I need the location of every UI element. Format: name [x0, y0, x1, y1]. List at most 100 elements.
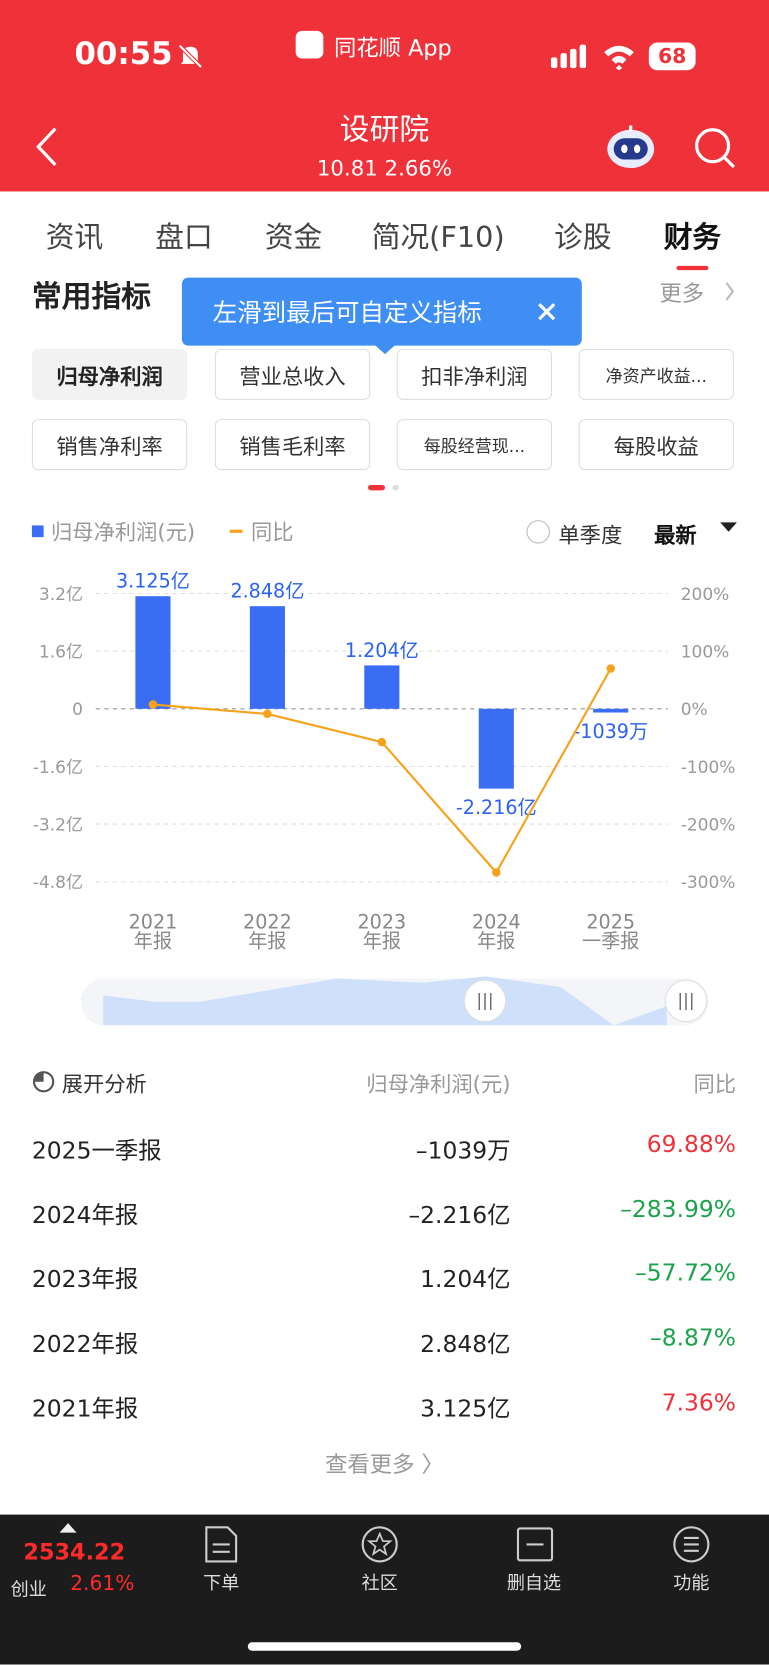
- page-dot-active: [368, 485, 386, 491]
- profit: –2.216亿: [408, 1202, 511, 1230]
- tooltip-close[interactable]: [536, 301, 557, 322]
- bottom-bar: [0, 1514, 769, 1665]
- pie-icon: [32, 1071, 55, 1093]
- table-header[interactable]: 展开分析: [61, 1071, 147, 1097]
- bar: [249, 606, 285, 709]
- tooltip-arrow: [374, 344, 396, 355]
- table-header: 同比: [693, 1071, 737, 1097]
- yoy: –8.87%: [649, 1325, 737, 1352]
- search-button[interactable]: [692, 126, 737, 171]
- table-row: 2022年报 2.848亿 –8.87%: [32, 1319, 736, 1362]
- app-icon: [295, 30, 324, 59]
- robot-icon[interactable]: [604, 123, 657, 172]
- bottom-item[interactable]: 社区: [361, 1573, 398, 1595]
- profit: 2.848亿: [420, 1331, 511, 1359]
- single-quarter[interactable]: 单季度: [558, 522, 623, 548]
- slider-handle[interactable]: |||: [664, 979, 708, 1023]
- page-dot: [392, 485, 399, 491]
- tab-active[interactable]: 财务: [663, 221, 722, 255]
- period: 2025一季报: [31, 1138, 162, 1165]
- value-label: 3.125亿: [116, 570, 190, 593]
- tooltip-text: 左滑到最后可自定义指标: [212, 299, 482, 328]
- indicator-button[interactable]: 净资产收益...: [578, 348, 734, 400]
- y-tick-label: 1.6亿: [39, 643, 83, 663]
- value-label: -1039万: [573, 720, 648, 743]
- page-title: 设研院: [339, 111, 430, 147]
- value-label: 2.848亿: [230, 580, 304, 603]
- profit: 1.204亿: [420, 1267, 511, 1294]
- y-tick-label: -1.6亿: [33, 758, 83, 778]
- slider-handle[interactable]: |||: [463, 979, 507, 1023]
- more-link[interactable]: 更多: [659, 280, 705, 307]
- wifi-icon: [604, 45, 634, 71]
- battery: 68: [648, 42, 696, 71]
- tab[interactable]: 诊股: [554, 221, 612, 255]
- x-tick-label: 2025 一季报: [581, 911, 640, 954]
- index-name: 创业: [10, 1579, 47, 1601]
- radio[interactable]: [526, 520, 550, 544]
- line-point: [263, 709, 272, 719]
- tab[interactable]: 资讯: [45, 221, 104, 255]
- home-indicator: [247, 1642, 522, 1651]
- bell-off-icon: [178, 44, 203, 69]
- y2-tick-label: 200%: [681, 585, 730, 605]
- x-tick-label: 2024 年报: [471, 911, 521, 954]
- bottom-item[interactable]: 删自选: [506, 1573, 562, 1595]
- tab-underline: [676, 265, 709, 271]
- community-icon[interactable]: [360, 1524, 400, 1564]
- legend-swatch: [31, 525, 44, 538]
- order-icon[interactable]: [202, 1525, 240, 1563]
- yoy: –57.72%: [635, 1260, 737, 1288]
- line-point: [148, 700, 158, 709]
- indicator-button[interactable]: 销售净利率: [31, 419, 188, 471]
- chevron: [725, 282, 735, 301]
- yoy: 7.36%: [661, 1389, 737, 1417]
- indicator-button[interactable]: 归母净利润: [31, 348, 188, 400]
- x-tick-label: 2021 年报: [128, 911, 178, 954]
- legend-label: 同比: [251, 520, 294, 545]
- legend-swatch: [229, 529, 243, 533]
- see-more[interactable]: 查看更多 〉: [325, 1451, 444, 1478]
- index-value: 2534.22: [23, 1539, 126, 1565]
- latest-select[interactable]: 最新: [654, 522, 697, 548]
- indicator-button[interactable]: 每股经营现...: [396, 419, 553, 471]
- x-tick-label: 2022 年报: [243, 911, 292, 954]
- indicator-button[interactable]: 扣非净利润: [396, 348, 553, 400]
- app-name: 同花顺 App: [333, 35, 452, 61]
- indicator-button[interactable]: 每股收益: [578, 419, 734, 471]
- tab[interactable]: 简况(F10): [371, 221, 505, 255]
- y-tick-label: -3.2亿: [33, 815, 83, 835]
- see-more-text[interactable]: 查看更多: [325, 1451, 415, 1478]
- bottom-item[interactable]: 功能: [673, 1573, 710, 1595]
- value-label: -2.216亿: [456, 796, 537, 819]
- value-label: 1.204亿: [345, 639, 419, 662]
- profit: –1039万: [415, 1138, 511, 1165]
- menu-icon[interactable]: [671, 1524, 711, 1564]
- bottom-item[interactable]: 下单: [203, 1573, 240, 1595]
- line-point: [492, 868, 501, 877]
- period: 2022年报: [31, 1331, 139, 1359]
- back-button[interactable]: [30, 126, 62, 169]
- signal-icon: [550, 44, 587, 69]
- indicator-button[interactable]: 营业总收入: [214, 348, 371, 400]
- y-tick-label: 0: [72, 700, 83, 720]
- indicator-button[interactable]: 销售毛利率: [214, 419, 371, 471]
- slider-preview: [103, 976, 667, 1026]
- x-tick-label: 2023 年报: [357, 911, 407, 954]
- tab[interactable]: 资金: [264, 221, 323, 255]
- y2-tick-label: -100%: [681, 758, 736, 778]
- y2-tick-label: 100%: [681, 643, 730, 663]
- line-point: [606, 664, 615, 673]
- tab[interactable]: 盘口: [155, 221, 213, 255]
- line-point: [377, 737, 387, 747]
- tooltip: [181, 277, 582, 346]
- section-title: 常用指标: [31, 278, 152, 314]
- bar: [593, 708, 629, 713]
- bar: [478, 708, 514, 789]
- watchlist-icon[interactable]: [516, 1526, 554, 1562]
- y-tick-label: -4.8亿: [33, 873, 83, 893]
- bar: [364, 665, 400, 709]
- chart: 归母净利润(元) 同比 3.2亿 1.6亿 0 -1.6亿 -3.2亿 -4.8亿 200% 10…: [31, 520, 736, 893]
